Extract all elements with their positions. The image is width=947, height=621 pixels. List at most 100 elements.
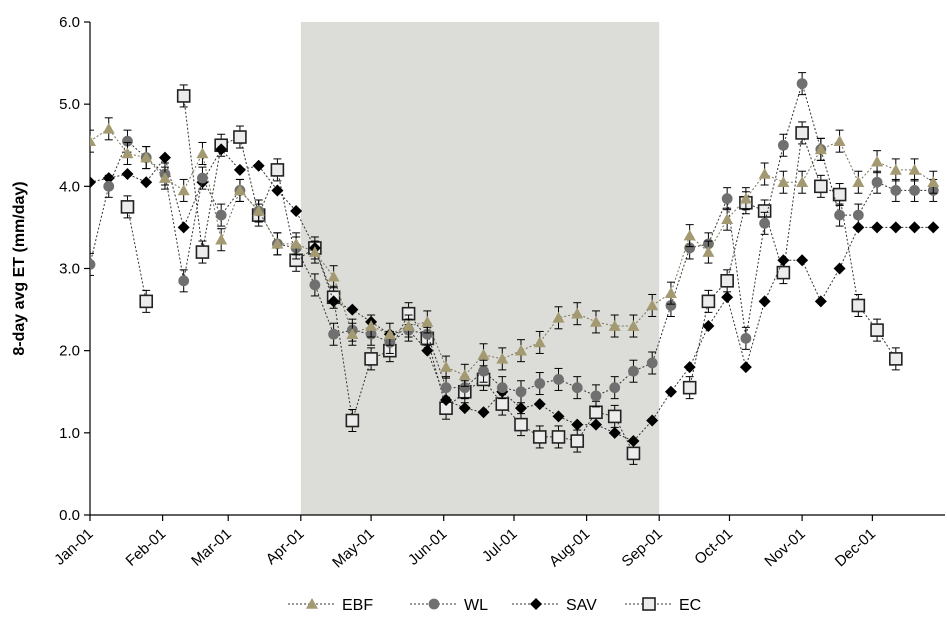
data-point-ec [795,126,809,140]
y-tick-label: 1.0 [59,425,80,442]
data-point-ec [870,323,884,337]
data-point-sav [777,254,790,267]
data-point-ebf [402,320,415,331]
data-point-sav [121,168,134,181]
data-point-wl [571,382,583,394]
data-point-ec [889,352,903,366]
data-point-wl [90,258,96,270]
legend-marker-sav [530,598,542,610]
data-point-ebf [477,348,490,360]
x-tick-label: May-01 [329,525,378,571]
x-tick-label: Jun-01 [405,525,450,568]
data-point-ebf [252,204,265,216]
data-point-sav [346,303,359,316]
y-tick-label: 5.0 [59,96,80,113]
data-point-ebf [833,135,846,146]
data-point-sav [814,295,827,308]
data-point-sav [440,393,453,406]
data-point-ebf [90,135,96,146]
x-tick-label: Nov-01 [761,525,808,570]
data-point-sav [796,254,809,267]
y-tick-label: 4.0 [59,178,80,195]
data-point-ebf [215,233,228,245]
data-point-wl [796,78,808,90]
data-point-sav [158,151,171,164]
series-line-sav [90,148,934,442]
data-point-wl [909,185,920,196]
data-point-sav [177,221,190,234]
legend-label-wl: WL [464,597,488,614]
data-point-wl [871,176,883,188]
data-point-ec [270,163,285,177]
data-point-ec [176,89,191,103]
data-point-wl [496,382,508,394]
data-point-sav [683,361,696,374]
legend-marker-ebf [306,598,318,609]
data-point-wl [665,300,677,311]
x-tick-label: Mar-01 [188,525,235,569]
y-axis-title: 8-day avg ET (mm/day) [11,181,28,355]
data-point-sav [252,159,265,172]
data-point-sav [327,295,340,308]
data-point-ebf [458,369,471,381]
data-point-ebf [739,192,752,204]
data-point-ec [551,430,566,444]
data-point-ebf [646,299,659,311]
x-tick-label: Sep-01 [619,525,666,570]
data-point-ec [139,294,154,309]
legend-label-sav: SAV [566,597,597,614]
data-point-sav [758,295,771,308]
data-point-ec [345,413,360,428]
data-point-wl [534,378,546,389]
data-point-wl [328,328,340,340]
data-point-ebf [440,361,453,372]
data-point-ebf [533,336,546,348]
data-point-wl [122,135,133,147]
data-point-wl [309,279,321,291]
data-point-wl [197,172,208,184]
data-point-wl [421,328,433,340]
x-tick-label: Jan-01 [51,525,96,568]
data-point-ebf [515,344,528,356]
legend: EBF WL SAV EC [288,597,701,614]
data-point-wl [515,386,527,398]
data-point-wl [478,365,489,377]
data-point-ec [532,430,547,444]
data-point-ec [626,446,641,461]
x-tick-label: Oct-01 [691,525,736,568]
series-line-ebf [90,128,934,376]
data-point-sav [552,410,565,423]
data-point-sav [571,418,584,431]
data-point-wl [609,382,621,394]
series-ebf [90,117,940,387]
data-point-ec [233,130,247,144]
data-point-ebf [814,143,827,155]
data-point-sav [533,398,546,411]
data-point-ebf [140,151,153,163]
data-point-sav [290,204,303,217]
data-point-sav [477,406,490,419]
data-point-ebf [627,320,640,331]
data-point-ebf [346,328,359,340]
data-point-ec [570,434,585,448]
data-point-ebf [102,122,115,134]
data-point-sav [664,385,677,398]
data-point-ebf [196,147,209,159]
data-point-sav [271,184,284,197]
data-point-sav [515,402,528,415]
data-point-ebf [233,184,246,196]
data-point-sav [458,402,471,415]
data-point-wl [721,193,733,205]
data-point-wl [852,209,864,221]
data-point-ebf [308,246,321,257]
data-point-sav [702,320,715,333]
data-point-sav [739,361,752,374]
y-tick-label: 3.0 [59,261,80,278]
data-point-ec [701,294,716,309]
data-point-wl [646,357,658,369]
legend-label-ebf: EBF [342,597,373,614]
data-point-ebf [383,328,396,340]
data-point-ebf [683,229,696,241]
data-point-wl [834,209,845,221]
